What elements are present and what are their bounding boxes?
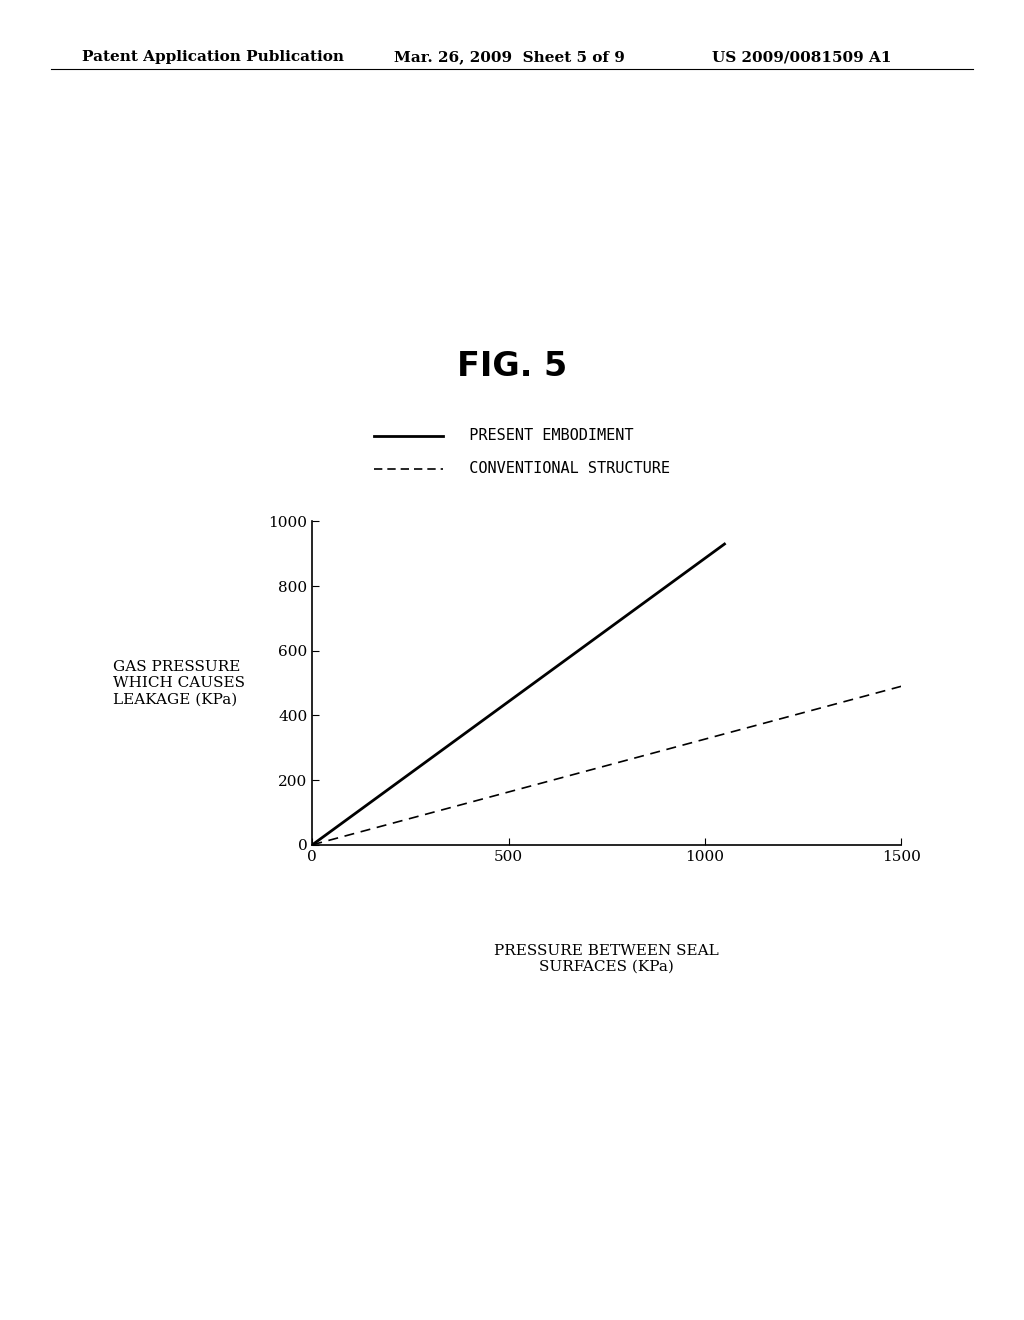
Text: Patent Application Publication: Patent Application Publication	[82, 50, 344, 65]
Text: FIG. 5: FIG. 5	[457, 351, 567, 383]
Text: GAS PRESSURE
WHICH CAUSES
LEAKAGE (KPa): GAS PRESSURE WHICH CAUSES LEAKAGE (KPa)	[114, 660, 245, 706]
Text: Mar. 26, 2009  Sheet 5 of 9: Mar. 26, 2009 Sheet 5 of 9	[394, 50, 625, 65]
Text: CONVENTIONAL STRUCTURE: CONVENTIONAL STRUCTURE	[451, 461, 670, 477]
Text: US 2009/0081509 A1: US 2009/0081509 A1	[712, 50, 891, 65]
Text: PRESENT EMBODIMENT: PRESENT EMBODIMENT	[451, 428, 633, 444]
Text: PRESSURE BETWEEN SEAL
SURFACES (KPa): PRESSURE BETWEEN SEAL SURFACES (KPa)	[495, 944, 719, 974]
